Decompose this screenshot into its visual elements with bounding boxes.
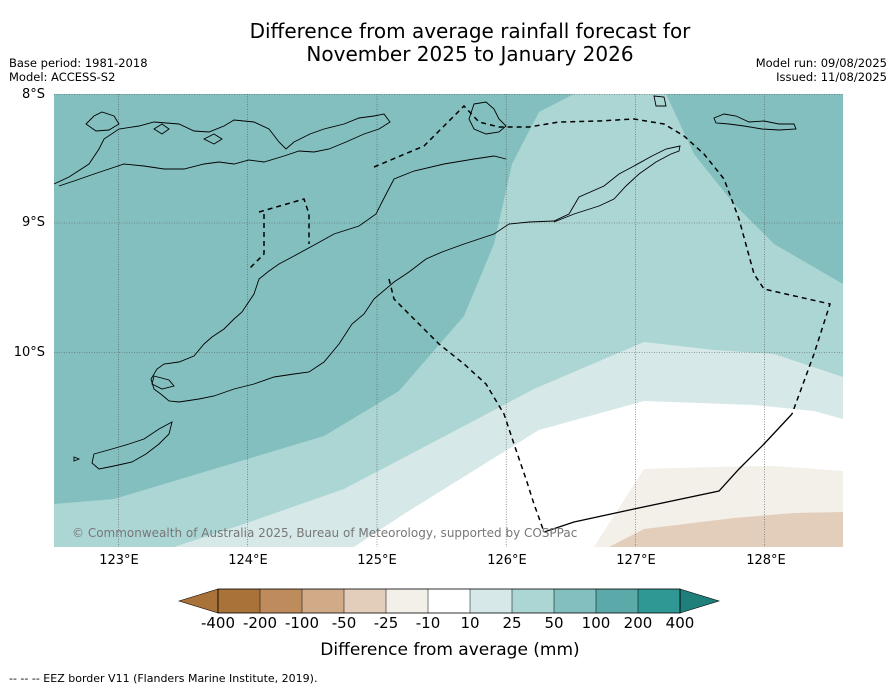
- rote-savu-islands: [73, 375, 175, 470]
- rainfall-map: [54, 94, 843, 547]
- colorbar-bin-5: [386, 589, 428, 613]
- model-run: Model run: 09/08/2025: [755, 56, 887, 70]
- graticule: [54, 94, 843, 547]
- title-line-2: November 2025 to January 2026: [306, 42, 634, 66]
- colorbar-bin-11: [638, 589, 680, 613]
- colorbar: [177, 588, 721, 614]
- colorbar-label: -400: [200, 614, 236, 632]
- lon-label-126e: 126°E: [487, 553, 527, 568]
- east-islands: [653, 95, 797, 131]
- colorbar-bin-8: [512, 589, 554, 613]
- colorbar-label: -100: [284, 614, 320, 632]
- title-line-1: Difference from average rainfall forecas…: [249, 19, 691, 43]
- lat-label-8s: 8°S: [21, 87, 45, 102]
- eez-border-north: [373, 104, 831, 415]
- colorbar-bin-10: [596, 589, 638, 613]
- lon-label-125e: 125°E: [357, 553, 397, 568]
- colorbar-label: 10: [460, 614, 480, 632]
- colorbar-bin-3: [302, 589, 344, 613]
- colorbar-extend-high: [679, 588, 721, 614]
- colorbar-label: 50: [544, 614, 564, 632]
- colorbar-bin-4: [344, 589, 386, 613]
- copyright-notice: © Commonwealth of Australia 2025, Bureau…: [72, 526, 578, 540]
- model-name: Model: ACCESS-S2: [9, 70, 116, 84]
- map-title: Difference from average rainfall forecas…: [200, 20, 740, 66]
- eez-borders: [248, 104, 831, 533]
- lat-label-10s: 10°S: [13, 345, 45, 360]
- lon-label-128e: 128°E: [746, 553, 786, 568]
- colorbar-label: -50: [331, 614, 357, 632]
- eez-border-west: [388, 278, 545, 533]
- timor-north-coast: [373, 145, 681, 300]
- colorbar-label: -10: [415, 614, 441, 632]
- zone-minus50-minus25: [609, 512, 843, 547]
- colorbar-label: -200: [242, 614, 278, 632]
- colorbar-extend-low: [177, 588, 219, 614]
- colorbar-title: Difference from average (mm): [320, 640, 580, 660]
- eez-border-timor: [248, 198, 310, 270]
- colorbar-label: 400: [665, 614, 695, 632]
- colorbar-dividers: [259, 589, 639, 613]
- colorbar-label: 25: [502, 614, 522, 632]
- colorbar-bin-2: [260, 589, 302, 613]
- meta-right: Model run: 09/08/2025 Issued: 11/08/2025: [756, 56, 887, 84]
- flores-small-islands: [85, 111, 223, 145]
- lon-label-124e: 124°E: [228, 553, 268, 568]
- colorbar-label: 200: [623, 614, 653, 632]
- flores-coast: [54, 113, 391, 187]
- colorbar-bin-7: [470, 589, 512, 613]
- wetar-coast: [468, 101, 507, 135]
- eez-border-south: [543, 413, 793, 533]
- lon-label-123e: 123°E: [99, 553, 139, 568]
- coastlines: [54, 95, 797, 470]
- meta-left: Base period: 1981-2018 Model: ACCESS-S2: [9, 56, 148, 84]
- lat-label-9s: 9°S: [21, 215, 45, 230]
- issued-date: Issued: 11/08/2025: [776, 70, 887, 84]
- eez-legend-footer: -- -- -- EEZ border V11 (Flanders Marine…: [9, 672, 318, 685]
- colorbar-label: 100: [581, 614, 611, 632]
- timor-south-coast: [150, 155, 507, 403]
- colorbar-frame: [217, 588, 681, 614]
- colorbar-bin-6: [428, 589, 470, 613]
- colorbar-label: -25: [373, 614, 399, 632]
- colorbar-bin-1: [218, 589, 260, 613]
- lon-label-127e: 127°E: [616, 553, 656, 568]
- base-period: Base period: 1981-2018: [9, 56, 148, 70]
- colorbar-bin-9: [554, 589, 596, 613]
